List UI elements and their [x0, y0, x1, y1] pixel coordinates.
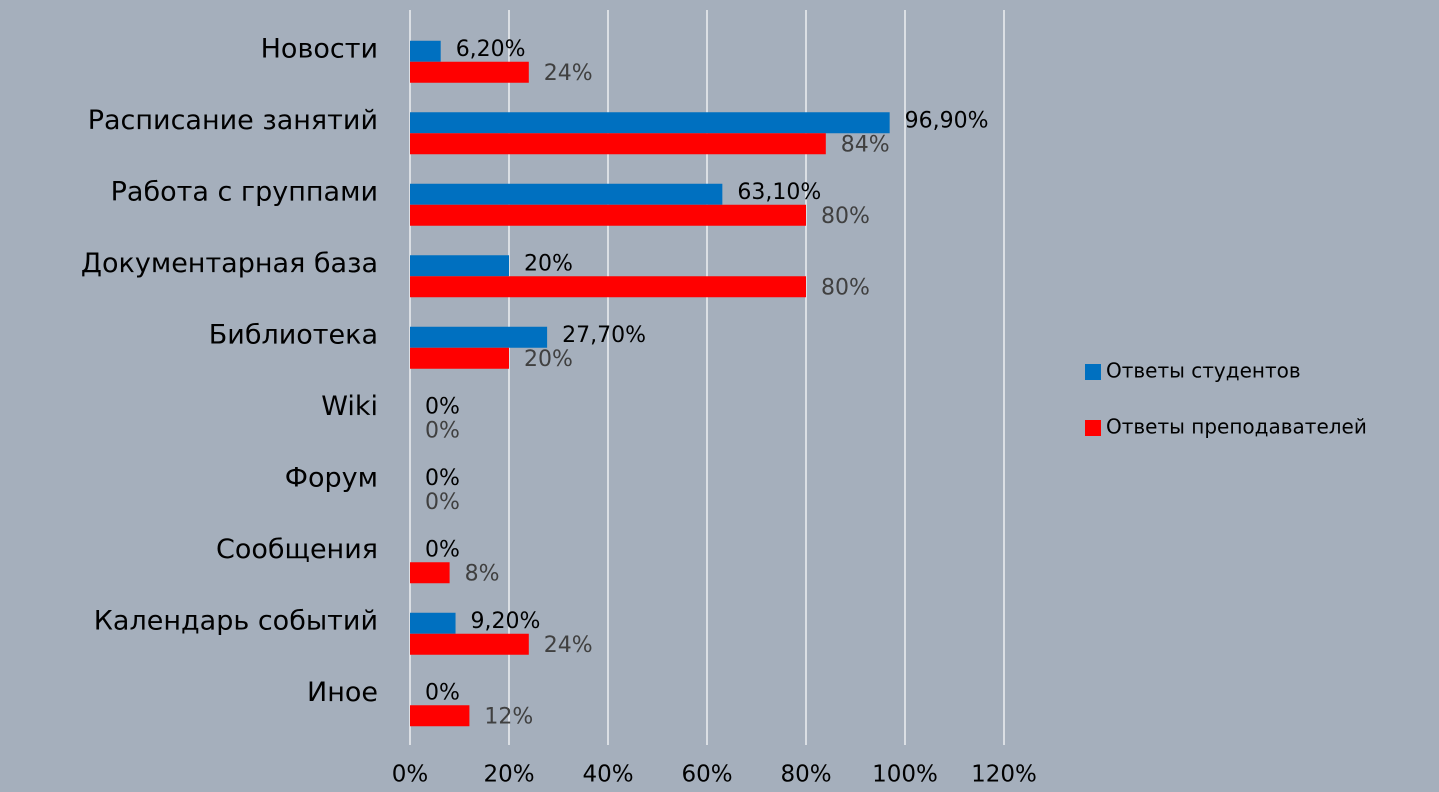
data-label: 80%: [821, 275, 870, 300]
legend-label: Ответы студентов: [1106, 359, 1301, 383]
data-label: 20%: [524, 251, 573, 276]
x-tick-label: 0%: [392, 762, 429, 788]
data-label: 24%: [544, 61, 593, 86]
bar: [410, 612, 456, 634]
bar: [410, 40, 441, 62]
data-label: 0%: [425, 537, 460, 562]
x-tick-label: 100%: [872, 762, 938, 788]
category-label: Новости: [261, 33, 378, 64]
x-tick-label: 40%: [582, 762, 633, 788]
x-tick-label: 60%: [681, 762, 732, 788]
data-label: 20%: [524, 347, 573, 372]
bar: [410, 276, 806, 298]
bar: [410, 705, 470, 727]
category-label: Документарная база: [81, 248, 378, 279]
data-label: 80%: [821, 204, 870, 229]
data-label: 8%: [465, 561, 500, 586]
data-label: 0%: [425, 466, 460, 491]
data-label: 96,90%: [905, 108, 989, 133]
data-label: 27,70%: [562, 323, 646, 348]
legend-label: Ответы преподавателей: [1106, 415, 1367, 439]
bar: [410, 562, 450, 584]
x-tick-label: 80%: [780, 762, 831, 788]
data-label: 0%: [425, 490, 460, 515]
category-label: Сообщения: [216, 534, 378, 565]
category-label: Форум: [285, 462, 378, 493]
data-label: 6,20%: [456, 37, 526, 62]
bar: [410, 133, 826, 155]
data-label: 24%: [544, 633, 593, 658]
legend-swatch: [1085, 420, 1101, 436]
bar: [410, 347, 509, 369]
bar: [410, 183, 723, 205]
x-tick-label: 120%: [971, 762, 1037, 788]
category-label: Библиотека: [209, 319, 378, 350]
category-label: Календарь событий: [94, 605, 378, 636]
data-label: 63,10%: [737, 180, 821, 205]
category-label: Работа с группами: [111, 176, 378, 207]
x-tick-label: 20%: [483, 762, 534, 788]
bar: [410, 326, 548, 348]
bar: [410, 255, 509, 277]
data-label: 12%: [484, 704, 533, 729]
category-label: Расписание занятий: [88, 105, 378, 136]
legend-swatch: [1085, 364, 1101, 380]
data-label: 9,20%: [471, 609, 541, 634]
data-label: 0%: [425, 394, 460, 419]
data-label: 0%: [425, 680, 460, 705]
bar: [410, 61, 529, 83]
category-label: Wiki: [321, 391, 378, 422]
category-label: Иное: [307, 677, 378, 708]
bar: [410, 204, 806, 226]
data-label: 0%: [425, 418, 460, 443]
bar: [410, 633, 529, 655]
data-label: 84%: [841, 132, 890, 157]
bar: [410, 112, 890, 134]
